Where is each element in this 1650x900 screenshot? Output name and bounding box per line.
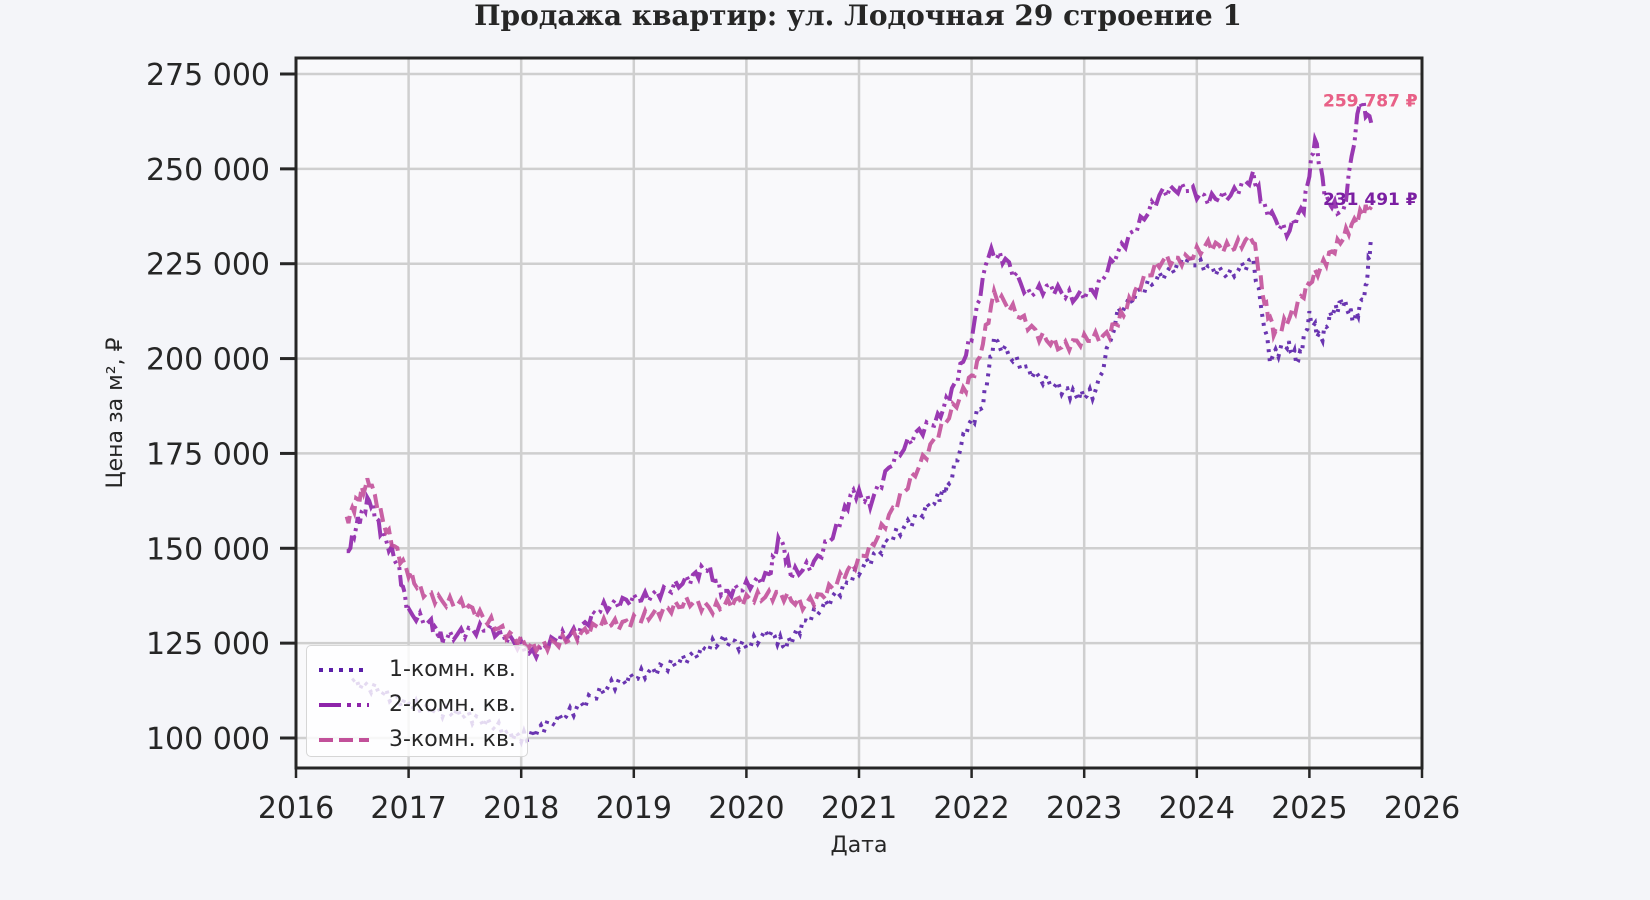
y-tick-label: 175 000 [146,437,270,472]
legend: 1-комн. кв. 2-комн. кв. 3-комн. кв. [306,645,528,757]
x-tick-label: 2025 [1271,791,1347,826]
legend-item-2room: 2-комн. кв. [317,687,517,722]
legend-label: 2-комн. кв. [389,692,516,717]
y-tick-label: 200 000 [146,343,270,378]
series-line-3room [344,204,1373,656]
x-tick-label: 2016 [258,791,334,826]
x-tick-label: 2026 [1384,791,1460,826]
series-line-2room [346,95,1374,663]
y-tick-label: 125 000 [146,627,270,662]
legend-item-3room: 3-комн. кв. [317,722,517,757]
x-axis: 2016 2017 2018 2019 2020 2021 2022 2023 2024 2025… [258,768,1460,826]
end-value-annotation: 259 787 ₽ [1323,92,1418,112]
chart-title: Продажа квартир: ул. Лодочная 29 строени… [474,0,1242,32]
end-value-annotation: 259 787 ₽ [1323,92,1418,112]
x-tick-label: 2023 [1046,791,1122,826]
dashed-line-swatch-icon [319,737,369,742]
y-axis-label: Цена за м², ₽ [103,337,128,488]
grid-lines [294,58,1424,768]
series-line-1room [351,236,1374,748]
end-value-annotation: 231 491 ₽ [1323,190,1418,210]
x-tick-label: 2017 [370,791,446,826]
x-tick-label: 2020 [708,791,784,826]
x-tick-label: 2024 [1159,791,1235,826]
x-axis-label: Дата [831,833,888,858]
dashdot-line-swatch-icon [319,702,369,707]
y-tick-label: 225 000 [146,248,270,283]
x-tick-label: 2019 [596,791,672,826]
legend-label: 3-комн. кв. [389,727,516,752]
x-tick-label: 2022 [933,791,1009,826]
y-tick-label: 275 000 [146,58,270,93]
y-tick-label: 150 000 [146,532,270,567]
dotted-line-swatch-icon [319,667,369,672]
y-axis: 100 000 125 000 150 000 175 000 200 000 225 0… [146,58,296,757]
series-layer [344,95,1374,748]
x-tick-label: 2021 [821,791,897,826]
legend-item-1room: 1-комн. кв. [317,652,517,687]
legend-label: 1-комн. кв. [389,657,516,682]
y-tick-label: 250 000 [146,153,270,188]
annotations: 259 787 ₽259 787 ₽231 491 ₽ [1323,92,1418,211]
x-tick-label: 2018 [483,791,559,826]
y-tick-label: 100 000 [146,722,270,757]
